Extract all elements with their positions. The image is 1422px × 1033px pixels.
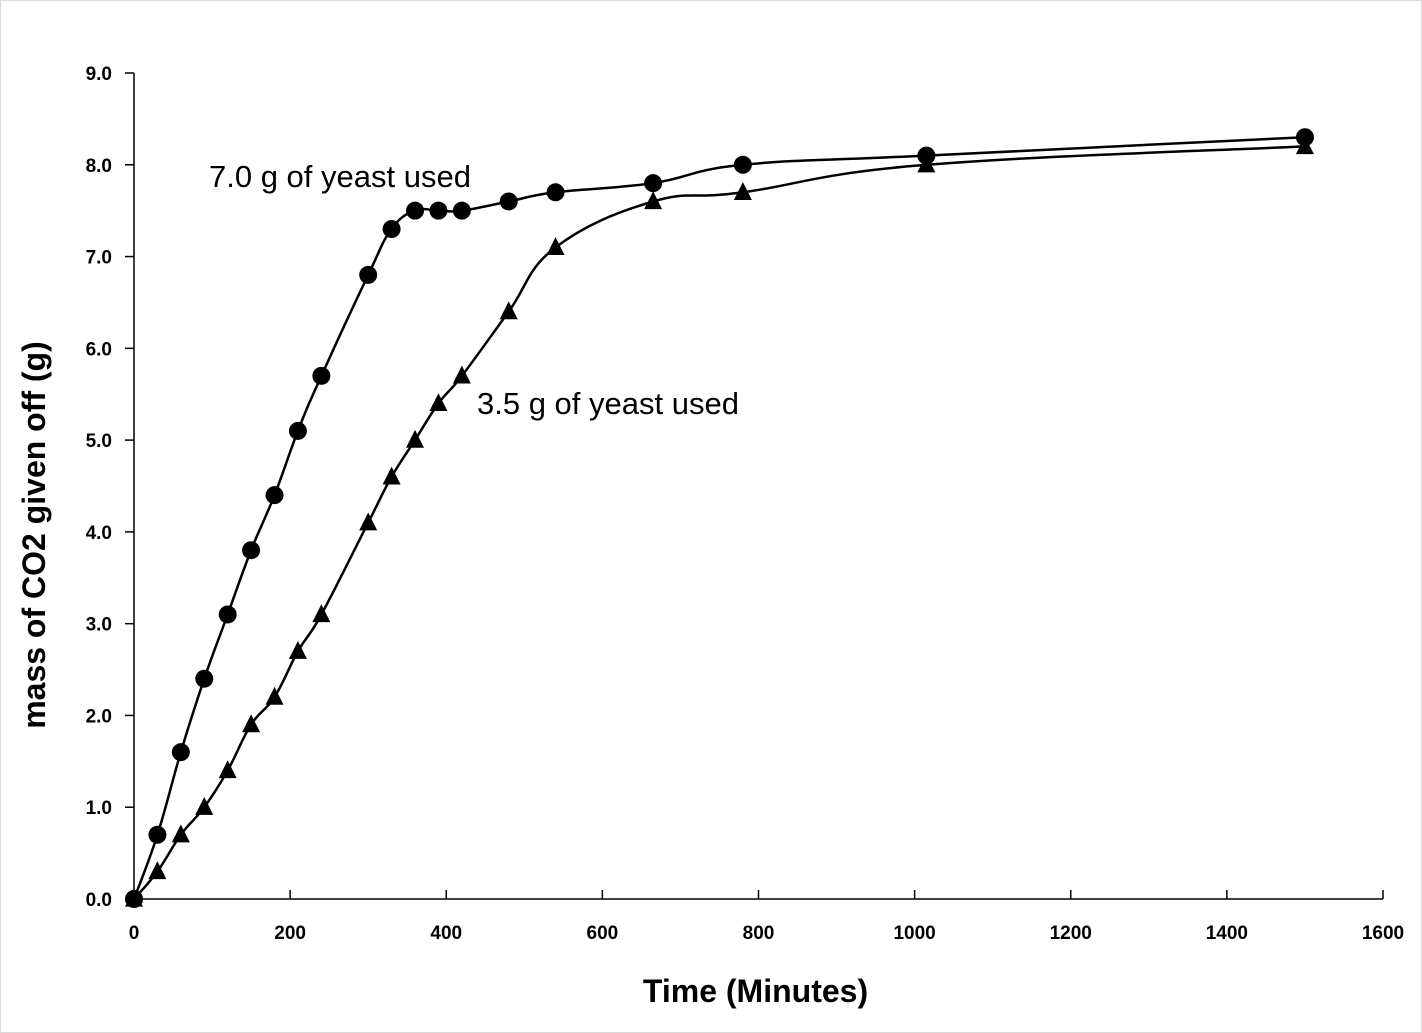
series-annotation-2: 3.5 g of yeast used (477, 386, 739, 421)
x-tick-label: 800 (743, 923, 775, 944)
data-point-triangle (265, 686, 284, 705)
y-tick-label: 0.0 (86, 890, 112, 911)
data-point-circle (242, 541, 261, 560)
data-point-circle (546, 183, 565, 202)
data-point-triangle (733, 182, 752, 200)
data-point-triangle (288, 641, 307, 659)
data-point-triangle (148, 861, 167, 880)
y-tick-label: 1.0 (86, 798, 112, 819)
data-point-triangle (406, 429, 425, 448)
x-tick-label: 0 (129, 923, 140, 944)
y-tick-label: 4.0 (86, 523, 112, 544)
data-point-circle (218, 605, 237, 624)
x-tick-label: 1200 (1050, 923, 1092, 944)
data-point-circle (171, 743, 190, 762)
data-point-triangle (452, 365, 471, 384)
data-point-triangle (125, 888, 143, 907)
x-tick-label: 1000 (893, 923, 935, 944)
series-line-1 (132, 135, 1305, 900)
x-tick-label: 200 (274, 923, 306, 944)
y-tick-label: 7.0 (86, 248, 112, 269)
x-tick-label: 1600 (1362, 923, 1404, 944)
y-tick-label: 5.0 (86, 431, 112, 452)
data-point-circle (195, 669, 214, 688)
data-point-circle (359, 265, 378, 284)
series-layer (125, 128, 1314, 908)
data-point-triangle (429, 393, 448, 412)
data-point-circle (406, 201, 425, 220)
x-tick-label: 1400 (1206, 923, 1248, 944)
y-tick-label: 6.0 (86, 339, 112, 360)
y-tick-label: 8.0 (86, 156, 112, 177)
data-point-triangle (917, 154, 936, 173)
data-point-triangle (382, 466, 401, 485)
data-point-triangle (195, 797, 214, 815)
y-tick-label: 2.0 (86, 706, 112, 727)
data-point-circle (148, 825, 167, 844)
data-point-triangle (359, 512, 378, 531)
data-point-triangle (312, 604, 331, 623)
data-point-circle (452, 201, 471, 220)
y-axis-title: mass of CO2 given off (g) (16, 341, 52, 729)
y-tick-label: 3.0 (86, 615, 112, 636)
data-point-triangle (499, 301, 518, 320)
data-point-circle (265, 486, 284, 505)
axes-layer (125, 72, 1384, 900)
data-point-circle (429, 201, 448, 220)
x-axis-title: Time (Minutes) (643, 973, 868, 1009)
data-point-triangle (546, 237, 565, 256)
data-point-triangle (644, 191, 663, 210)
data-point-circle (312, 366, 331, 385)
label-layer: 0 200 400 600 800 1000 1200 1400 1600 0.0 1.0 2.0 3.… (16, 64, 1404, 1009)
y-tick-label: 9.0 (86, 64, 112, 85)
data-point-circle (499, 192, 518, 211)
data-point-triangle (242, 714, 261, 733)
series-line-2 (133, 145, 1305, 900)
data-point-circle (382, 220, 401, 239)
data-point-triangle (218, 760, 237, 779)
x-tick-label: 400 (430, 923, 462, 944)
data-point-triangle (171, 824, 190, 843)
series-annotation-1: 7.0 g of yeast used (209, 159, 471, 194)
data-point-circle (644, 174, 663, 193)
data-point-circle (733, 155, 752, 174)
data-point-circle (288, 421, 307, 440)
x-tick-label: 600 (587, 923, 619, 944)
data-point-triangle (1295, 136, 1314, 155)
